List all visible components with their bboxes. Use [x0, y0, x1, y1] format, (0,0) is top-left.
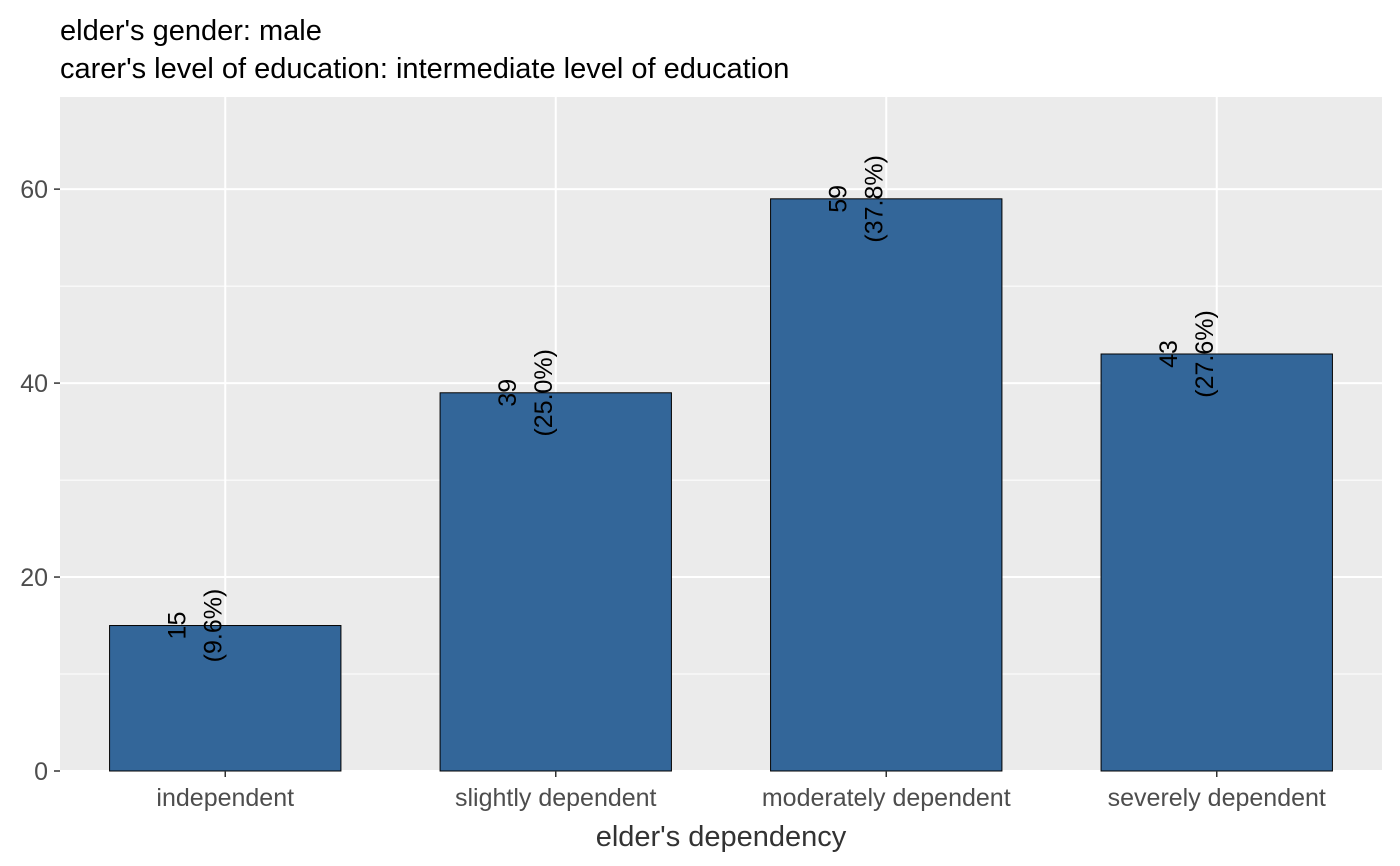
data-labels: 15 (9.6%) 39 (25.0%) 59 (37.8%) 43 (27.6%): [163, 155, 1219, 662]
data-label-percent: (25.0%): [530, 349, 558, 437]
y-tick-label: 0: [34, 758, 48, 786]
data-label-percent: (27.6%): [1191, 310, 1219, 398]
x-axis-label: elder's dependency: [596, 821, 847, 853]
data-label-count: 43: [1155, 340, 1183, 368]
y-axis: 0 20 40 60: [20, 176, 60, 786]
data-label: 43 (27.6%): [1155, 310, 1219, 398]
chart-subtitle: carer's level of education: intermediate…: [60, 53, 789, 85]
bar-independent: [109, 625, 342, 772]
y-tick-label: 40: [20, 370, 48, 398]
bar-slightly-dependent: [439, 392, 672, 772]
data-label: 15 (9.6%): [163, 589, 227, 663]
chart-title: elder's gender: male: [60, 15, 322, 47]
data-label-count: 15: [163, 612, 191, 640]
data-label-percent: (37.8%): [860, 155, 888, 243]
x-tick-label: severely dependent: [1108, 784, 1326, 812]
data-label-percent: (9.6%): [199, 589, 227, 663]
data-label-count: 59: [824, 185, 852, 213]
data-label-count: 39: [494, 379, 522, 407]
x-tick-label: independent: [156, 784, 294, 812]
bar-severely-dependent: [1100, 353, 1333, 772]
data-label: 59 (37.8%): [824, 155, 888, 243]
bar-moderately-dependent: [770, 198, 1003, 772]
data-label: 39 (25.0%): [494, 349, 558, 437]
bars: [109, 198, 1333, 772]
x-axis: independent slightly dependent moderately …: [156, 771, 1326, 812]
y-tick-label: 60: [20, 176, 48, 204]
x-tick-label: moderately dependent: [762, 784, 1011, 812]
y-tick-label: 20: [20, 564, 48, 592]
x-tick-label: slightly dependent: [455, 784, 657, 812]
